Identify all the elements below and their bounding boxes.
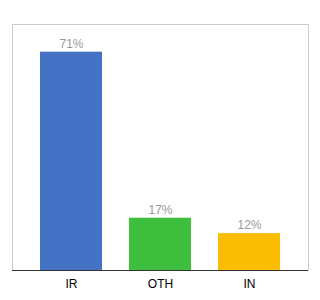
svg-text:IN: IN	[244, 277, 256, 291]
svg-text:IR: IR	[66, 277, 78, 291]
svg-text:71%: 71%	[59, 37, 83, 51]
svg-text:OTH: OTH	[148, 277, 173, 291]
svg-text:17%: 17%	[148, 203, 172, 217]
svg-text:12%: 12%	[237, 218, 261, 232]
